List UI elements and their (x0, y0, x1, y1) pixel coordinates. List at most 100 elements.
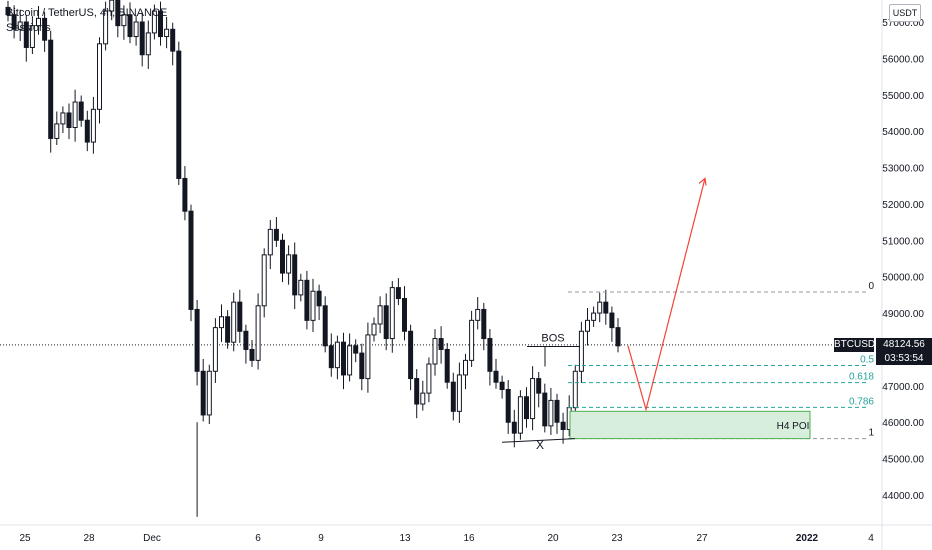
candle-body (341, 341, 346, 376)
candle (127, 2, 133, 44)
candle (237, 289, 243, 343)
y-tick-label: 54000.00 (882, 127, 924, 138)
chart-legend: Bitcoin / TetherUS, 4h, BINANCE Sessions (6, 6, 167, 36)
candle-body (365, 334, 371, 380)
candle-body (408, 330, 414, 380)
candle (11, 5, 17, 39)
candle-body (438, 338, 444, 350)
candle-body (280, 239, 285, 274)
bos-label: BOS (541, 333, 564, 345)
candle-body (395, 287, 401, 300)
candle (60, 106, 66, 133)
y-tick-label: 55000.00 (882, 91, 924, 102)
sweep-line (501, 438, 576, 443)
candle (48, 30, 54, 153)
price-tag-symbol: BTCUSDT (834, 338, 882, 352)
candle-body (456, 374, 462, 412)
x-tick-label: 28 (83, 533, 95, 544)
x-tick-label: 9 (318, 533, 324, 544)
candle (328, 333, 334, 377)
candle-body (426, 363, 432, 394)
candle (72, 89, 78, 142)
candle (78, 95, 84, 127)
candle-body (475, 308, 481, 321)
x-tick-label: 27 (696, 533, 708, 544)
candle (103, 1, 109, 51)
candle-body (139, 21, 145, 56)
candle (517, 390, 523, 440)
candle-body (536, 378, 542, 394)
x-tick-label: 23 (611, 533, 623, 544)
candle (23, 15, 29, 62)
candle-body (548, 399, 554, 427)
candle (5, 0, 11, 22)
candle-body (127, 14, 133, 38)
candle (402, 286, 407, 341)
candle-body (334, 341, 340, 369)
x-tick-label: 20 (547, 533, 559, 544)
candle-body (231, 301, 237, 343)
candle-body (66, 112, 72, 129)
candle-body (402, 298, 407, 332)
candle (365, 322, 371, 393)
candle (261, 248, 267, 318)
fib-label: 0 (868, 281, 874, 292)
candle (334, 335, 340, 380)
candle-body (310, 290, 316, 321)
candle (572, 364, 578, 417)
x-tick-label: 25 (19, 533, 31, 544)
candle (97, 37, 102, 124)
candle (212, 318, 218, 383)
candle-body (524, 396, 529, 420)
x-tick-label: 16 (463, 533, 475, 544)
candle (121, 5, 127, 40)
candle (560, 412, 566, 444)
candle (487, 329, 493, 386)
candle (145, 20, 151, 69)
candle-body (200, 370, 206, 416)
candle-body (585, 319, 590, 332)
candle (481, 302, 487, 351)
candle (469, 310, 475, 367)
candle (158, 1, 163, 46)
candle-body (78, 101, 84, 121)
fib-label: 0.618 (849, 372, 874, 383)
candle-body (414, 378, 420, 405)
candle-body (383, 305, 389, 340)
candle (42, 11, 48, 52)
candle (432, 329, 438, 376)
candle (286, 245, 292, 285)
x-tick-label: 13 (399, 533, 411, 544)
candle-body (121, 14, 127, 27)
candle (66, 103, 72, 140)
candle (536, 372, 542, 408)
candle-body (5, 6, 11, 16)
fib-label: 0.5 (860, 354, 874, 365)
candle-body (463, 359, 468, 376)
candle (463, 353, 468, 390)
candle (267, 219, 273, 270)
poi-zone-label: H4 POI (777, 421, 810, 432)
candle (548, 388, 554, 435)
candle (353, 339, 359, 363)
x-tick-label: 2022 (796, 533, 819, 544)
candle (456, 362, 462, 423)
currency-button[interactable]: USDT (889, 4, 921, 22)
candle (578, 321, 584, 383)
candle (280, 233, 285, 283)
candle-body (267, 228, 273, 256)
candle (389, 281, 395, 353)
y-tick-label: 52000.00 (882, 200, 924, 211)
candle (273, 217, 279, 247)
price-tag-countdown: 03:53:54 (876, 352, 932, 365)
candle-body (597, 301, 603, 314)
candle-body (292, 254, 298, 296)
candle-body (273, 228, 279, 241)
candle-body (304, 279, 310, 321)
candle-body (151, 10, 157, 34)
candle (438, 326, 444, 364)
candle-body (316, 290, 322, 307)
candle (615, 318, 621, 353)
candle-body (90, 108, 96, 143)
